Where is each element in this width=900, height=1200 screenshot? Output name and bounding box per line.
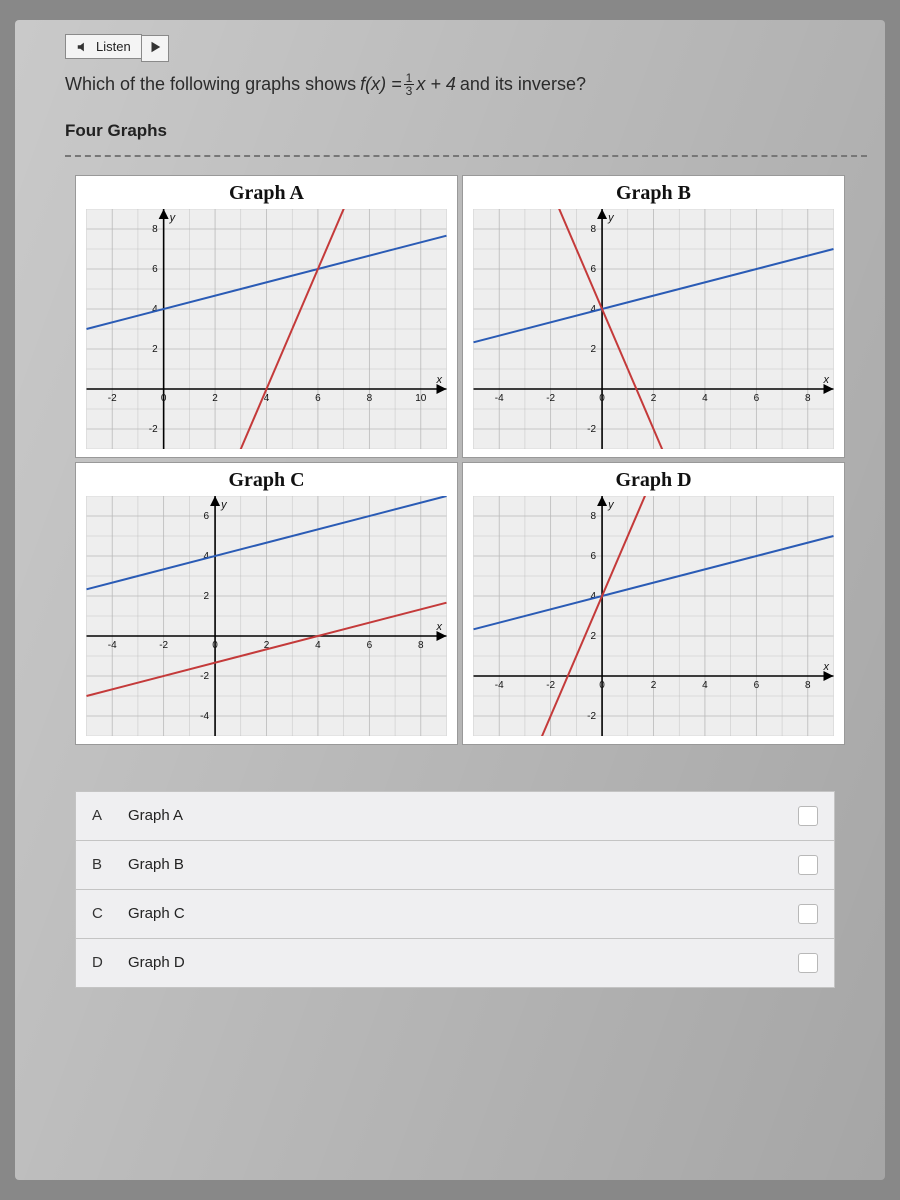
svg-text:6: 6 (367, 640, 373, 651)
graph-cell-graph-c: Graph Cxy-4-202468-4-2246 (75, 462, 458, 745)
section-title: Four Graphs (65, 121, 867, 141)
svg-text:-2: -2 (159, 640, 168, 651)
svg-text:x: x (436, 374, 443, 386)
graph-svg: xy-4-202468-22468 (471, 496, 836, 736)
svg-text:6: 6 (204, 511, 210, 522)
answer-letter: A (92, 807, 110, 824)
divider (65, 155, 867, 157)
answer-checkbox[interactable] (798, 855, 818, 875)
svg-text:6: 6 (315, 393, 321, 404)
svg-text:6: 6 (591, 264, 597, 275)
svg-text:2: 2 (152, 344, 158, 355)
answer-label: Graph A (128, 807, 183, 824)
svg-text:2: 2 (204, 591, 210, 602)
svg-text:0: 0 (599, 393, 605, 404)
svg-text:10: 10 (415, 393, 427, 404)
graph-svg: xy-4-202468-4-2246 (84, 496, 449, 736)
svg-text:4: 4 (591, 304, 597, 315)
graphs-grid: Graph Axy-20246810-22468Graph Bxy-4-2024… (75, 175, 845, 745)
equation: f(x) = 1 3 x + 4 (360, 72, 456, 97)
svg-text:2: 2 (651, 393, 657, 404)
svg-text:2: 2 (651, 680, 657, 691)
svg-text:4: 4 (152, 304, 158, 315)
svg-text:8: 8 (591, 511, 597, 522)
question-prefix: Which of the following graphs shows (65, 74, 356, 95)
svg-text:-4: -4 (495, 393, 504, 404)
answer-option-c[interactable]: C Graph C (75, 889, 835, 938)
svg-text:-2: -2 (587, 424, 596, 435)
graph-cell-graph-b: Graph Bxy-4-202468-22468 (462, 175, 845, 458)
svg-text:-2: -2 (200, 671, 209, 682)
listen-button[interactable]: Listen (65, 34, 142, 59)
answer-label: Graph B (128, 856, 184, 873)
svg-text:-2: -2 (108, 393, 117, 404)
answer-label: Graph C (128, 905, 185, 922)
svg-text:8: 8 (418, 640, 424, 651)
svg-text:-2: -2 (587, 711, 596, 722)
svg-text:6: 6 (754, 393, 760, 404)
question-suffix: and its inverse? (460, 74, 586, 95)
svg-text:2: 2 (591, 344, 597, 355)
svg-text:0: 0 (161, 393, 167, 404)
svg-text:4: 4 (702, 680, 708, 691)
play-button[interactable] (141, 35, 169, 62)
answer-checkbox[interactable] (798, 904, 818, 924)
play-icon (148, 40, 162, 54)
svg-text:4: 4 (702, 393, 708, 404)
answer-list: A Graph A B Graph B C Graph C D Graph D (75, 791, 835, 988)
fraction-den: 3 (404, 85, 415, 97)
svg-text:2: 2 (591, 631, 597, 642)
svg-text:0: 0 (212, 640, 218, 651)
answer-letter: B (92, 856, 110, 873)
svg-text:4: 4 (591, 591, 597, 602)
quiz-page: Listen Which of the following graphs sho… (15, 20, 885, 1180)
svg-text:4: 4 (315, 640, 321, 651)
answer-option-d[interactable]: D Graph D (75, 938, 835, 988)
svg-text:x: x (823, 661, 830, 673)
svg-text:8: 8 (152, 224, 158, 235)
svg-text:-2: -2 (546, 393, 555, 404)
svg-text:6: 6 (152, 264, 158, 275)
answer-letter: D (92, 954, 110, 971)
svg-text:6: 6 (754, 680, 760, 691)
question-text: Which of the following graphs shows f(x)… (65, 72, 867, 97)
listen-label: Listen (96, 39, 131, 54)
graph-title: Graph B (471, 182, 836, 205)
speaker-icon (76, 40, 90, 54)
svg-text:x: x (823, 374, 830, 386)
answer-checkbox[interactable] (798, 806, 818, 826)
graph-svg: xy-20246810-22468 (84, 209, 449, 449)
svg-text:x: x (436, 621, 443, 633)
graph-cell-graph-a: Graph Axy-20246810-22468 (75, 175, 458, 458)
graph-svg: xy-4-202468-22468 (471, 209, 836, 449)
svg-text:8: 8 (591, 224, 597, 235)
equation-mid: x + 4 (416, 74, 456, 95)
answer-letter: C (92, 905, 110, 922)
graph-title: Graph C (84, 469, 449, 492)
graph-cell-graph-d: Graph Dxy-4-202468-22468 (462, 462, 845, 745)
svg-text:-4: -4 (495, 680, 504, 691)
svg-text:-4: -4 (108, 640, 117, 651)
svg-text:0: 0 (599, 680, 605, 691)
svg-text:8: 8 (805, 393, 811, 404)
answer-checkbox[interactable] (798, 953, 818, 973)
svg-text:-4: -4 (200, 711, 209, 722)
svg-text:4: 4 (204, 551, 210, 562)
graph-title: Graph D (471, 469, 836, 492)
fraction: 1 3 (404, 72, 415, 97)
answer-label: Graph D (128, 954, 185, 971)
svg-text:2: 2 (212, 393, 218, 404)
answer-option-b[interactable]: B Graph B (75, 840, 835, 889)
fraction-num: 1 (404, 72, 415, 85)
listen-controls: Listen (65, 34, 867, 62)
svg-text:6: 6 (591, 551, 597, 562)
svg-text:8: 8 (367, 393, 373, 404)
equation-fx: f(x) = (360, 74, 402, 95)
svg-text:8: 8 (805, 680, 811, 691)
answer-option-a[interactable]: A Graph A (75, 791, 835, 840)
svg-text:-2: -2 (149, 424, 158, 435)
svg-text:-2: -2 (546, 680, 555, 691)
graph-title: Graph A (84, 182, 449, 205)
